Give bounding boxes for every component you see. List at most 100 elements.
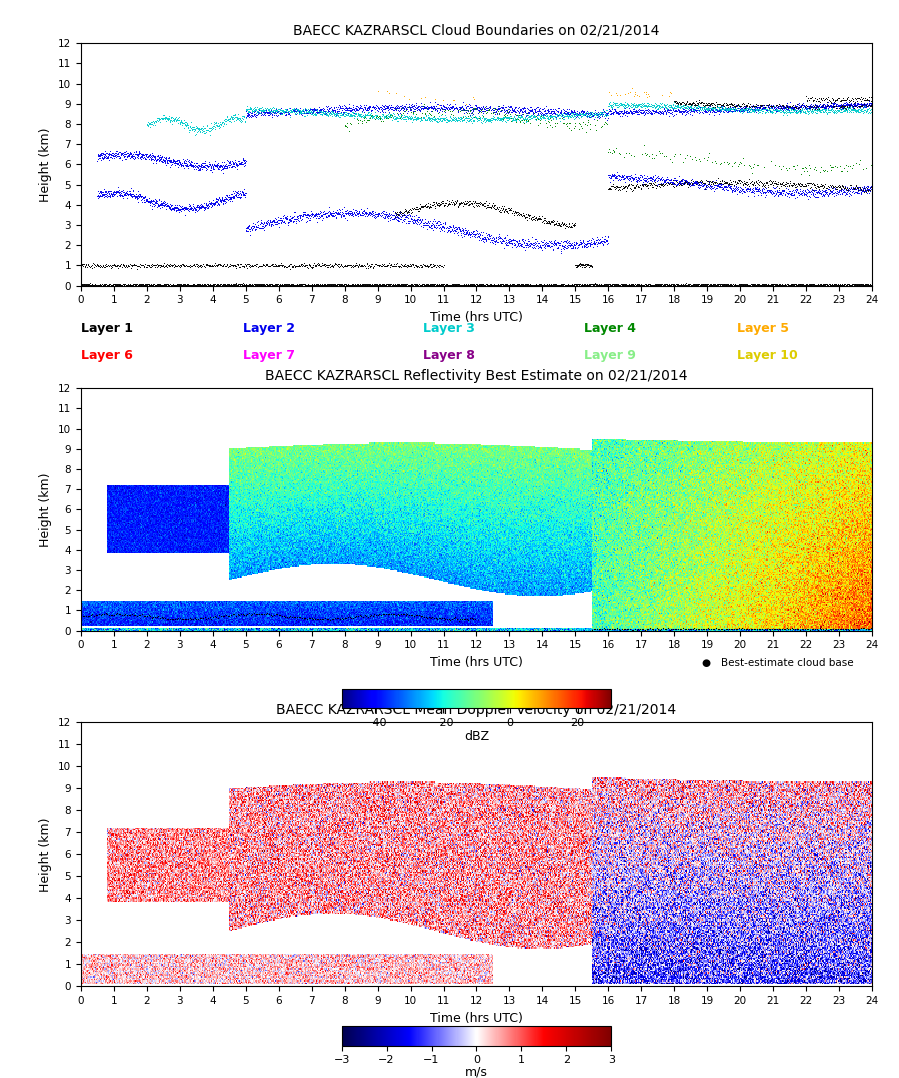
Point: [635, 144, 649, 162]
Point: [185, 121, 200, 138]
Point: [691, 99, 706, 116]
Point: [478, 199, 493, 217]
Point: [343, 99, 358, 116]
Point: [411, 199, 425, 217]
Point: [357, 276, 371, 293]
Point: [440, 111, 454, 128]
Point: [555, 110, 569, 127]
Point: [100, 184, 114, 202]
Point: [304, 206, 318, 223]
Point: [206, 119, 220, 136]
Point: [137, 258, 151, 275]
Point: [255, 276, 270, 293]
Point: [680, 97, 694, 114]
Point: [628, 276, 642, 293]
Point: [765, 179, 779, 196]
Point: [543, 233, 557, 250]
Point: [244, 219, 258, 236]
Point: [725, 100, 740, 118]
Point: [305, 205, 319, 222]
Point: [863, 103, 877, 121]
Point: [539, 277, 553, 294]
Point: [142, 151, 156, 168]
Point: [517, 276, 531, 293]
Point: [617, 166, 631, 183]
Point: [483, 198, 497, 216]
Point: [144, 192, 158, 209]
Point: [153, 196, 167, 213]
Point: [378, 275, 392, 292]
Point: [214, 193, 228, 210]
Point: [385, 100, 399, 118]
Point: [737, 176, 752, 193]
Point: [476, 233, 491, 250]
Point: [737, 182, 752, 199]
Point: [253, 103, 267, 121]
Point: [530, 239, 545, 257]
Point: [715, 171, 729, 189]
Point: [148, 112, 163, 129]
Point: [321, 108, 335, 125]
Point: [101, 276, 115, 293]
Point: [766, 97, 780, 114]
Point: [154, 153, 168, 170]
Point: [802, 97, 816, 114]
Point: [475, 99, 489, 116]
Point: [293, 257, 307, 274]
Point: [461, 611, 476, 628]
Point: [565, 215, 579, 232]
Point: [386, 105, 400, 122]
Point: [613, 102, 628, 120]
Point: [823, 92, 837, 109]
Point: [290, 208, 305, 225]
Point: [461, 112, 476, 129]
Point: [603, 102, 618, 120]
Point: [406, 111, 421, 128]
Point: [844, 101, 859, 119]
Point: [790, 156, 805, 174]
Point: [530, 98, 545, 115]
Point: [412, 100, 426, 118]
Point: [360, 100, 374, 118]
Point: [557, 108, 572, 125]
Point: [792, 178, 806, 195]
Point: [520, 107, 534, 124]
Point: [568, 105, 583, 122]
Point: [161, 152, 175, 169]
Point: [467, 107, 482, 124]
Point: [229, 155, 244, 172]
Point: [615, 277, 629, 294]
Point: [579, 105, 593, 122]
Point: [222, 112, 236, 129]
Point: [200, 157, 215, 175]
Point: [107, 185, 121, 203]
Point: [848, 96, 862, 113]
Point: [552, 237, 566, 254]
Point: [122, 182, 137, 199]
Point: [853, 276, 868, 293]
Point: [231, 276, 245, 293]
Point: [729, 100, 743, 118]
Point: [802, 99, 816, 116]
Point: [859, 91, 873, 108]
Point: [550, 233, 565, 250]
Point: [816, 100, 831, 118]
Point: [450, 111, 464, 128]
Point: [348, 276, 362, 293]
Point: [864, 96, 878, 113]
Point: [761, 276, 775, 293]
Point: [492, 202, 506, 219]
Point: [229, 110, 244, 127]
Point: [184, 276, 199, 293]
Point: [778, 101, 792, 119]
Point: [636, 620, 651, 637]
Point: [322, 277, 336, 294]
Point: [574, 276, 588, 293]
Point: [288, 608, 302, 625]
Point: [514, 237, 529, 254]
Point: [245, 606, 260, 623]
Point: [843, 96, 858, 113]
Point: [719, 276, 734, 293]
Point: [641, 103, 655, 121]
Point: [692, 277, 707, 294]
